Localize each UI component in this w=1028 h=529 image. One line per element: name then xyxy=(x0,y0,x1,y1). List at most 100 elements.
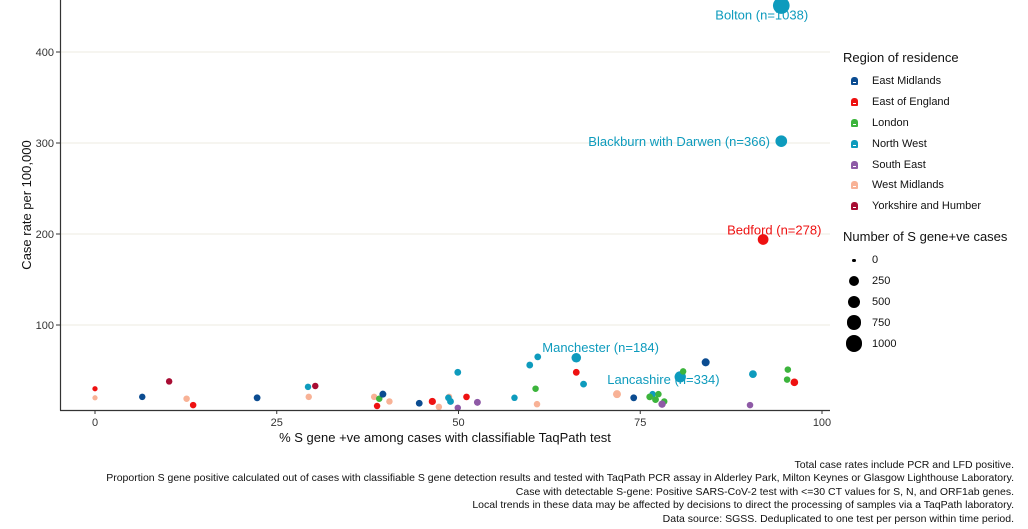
x-tick-label: 50 xyxy=(452,417,464,429)
data-point xyxy=(775,135,788,148)
data-point xyxy=(701,358,710,367)
gridlines xyxy=(60,51,830,326)
data-point xyxy=(463,393,470,401)
data-point xyxy=(189,401,197,409)
legend-item: East Midlands xyxy=(843,71,981,92)
y-ticks: 100 200 300 400 xyxy=(36,47,60,332)
size-legend-item: 500 xyxy=(843,292,1007,313)
caption-line: Proportion S gene positive calculated ou… xyxy=(106,472,1014,485)
size-key-icon xyxy=(843,258,865,262)
y-axis-title: Case rate per 100,000 xyxy=(19,140,34,269)
caption-line: Case with detectable S-gene: Positive SA… xyxy=(515,485,1014,498)
data-point xyxy=(379,390,387,398)
data-point xyxy=(580,380,587,388)
data-point xyxy=(415,399,423,407)
caption-line: Local trends in these data may be affect… xyxy=(472,499,1014,512)
size-legend-label: 750 xyxy=(872,316,891,329)
size-key-icon xyxy=(843,335,865,352)
data-point xyxy=(139,393,146,401)
caption-line: Total case rates include PCR and LFD pos… xyxy=(794,459,1014,471)
point-label: Bolton (n=1038) xyxy=(715,8,808,23)
size-legend-item: 250 xyxy=(843,271,1007,292)
data-point xyxy=(526,361,534,369)
data-points xyxy=(92,0,799,412)
data-point xyxy=(533,400,541,408)
data-point xyxy=(435,403,443,411)
data-point xyxy=(646,393,654,401)
point-label: Bedford (n=278) xyxy=(727,222,821,237)
legend-label: West Midlands xyxy=(872,179,944,192)
data-point xyxy=(571,352,582,363)
legend-key-icon xyxy=(843,118,865,127)
size-legend-item: 0 xyxy=(843,250,1007,271)
data-point xyxy=(312,382,319,390)
legend-item: South East xyxy=(843,154,981,175)
size-legend-item: 750 xyxy=(843,312,1007,333)
data-point xyxy=(253,394,261,402)
data-point xyxy=(473,398,481,406)
legend-item: London xyxy=(843,113,981,134)
data-point xyxy=(454,368,462,376)
data-point xyxy=(783,376,791,383)
legend-key-icon xyxy=(843,77,865,86)
data-point xyxy=(165,378,173,385)
legend-label: East of England xyxy=(872,96,950,109)
size-legend-item: 1000 xyxy=(843,333,1007,354)
data-point xyxy=(746,401,754,409)
data-point xyxy=(376,395,383,402)
y-tick-label: 100 xyxy=(36,320,54,332)
legend-key-icon xyxy=(843,160,865,169)
point-label: Manchester (n=184) xyxy=(542,340,659,355)
data-point xyxy=(305,393,312,401)
data-point xyxy=(655,390,662,398)
caption-line: Data source: SGSS. Deduplicated to one t… xyxy=(662,512,1014,525)
data-point xyxy=(757,234,769,245)
x-tick-label: 25 xyxy=(271,417,283,429)
legend-key-icon xyxy=(843,139,865,148)
region-legend: Region of residence East Midlands East of… xyxy=(843,50,981,217)
data-point xyxy=(511,394,518,402)
legend-label: Yorkshire and Humber xyxy=(872,200,982,213)
data-point xyxy=(304,383,312,391)
data-point xyxy=(652,396,659,404)
size-legend-label: 250 xyxy=(872,275,891,288)
data-point xyxy=(92,386,98,392)
point-label: Lancashire (n=334) xyxy=(607,372,719,387)
y-tick-label: 200 xyxy=(36,229,54,241)
size-legend-label: 500 xyxy=(872,295,891,308)
legend-item: North West xyxy=(843,133,981,154)
data-point xyxy=(679,368,687,375)
x-axis-title: % S gene +ve among cases with classifiab… xyxy=(279,430,611,445)
data-point xyxy=(92,395,98,401)
data-point xyxy=(183,395,190,402)
data-point xyxy=(658,400,666,408)
data-point xyxy=(454,404,462,412)
caption: Total case rates include PCR and LFD pos… xyxy=(106,459,1014,526)
legend-label: South East xyxy=(872,158,926,171)
legend-item: East of England xyxy=(843,92,981,113)
data-point xyxy=(572,368,580,376)
data-point xyxy=(749,370,757,379)
legend-label: East Midlands xyxy=(872,75,942,88)
size-key-icon xyxy=(843,315,865,331)
size-key-icon xyxy=(843,295,865,309)
size-legend: Number of S gene+ve cases 0 250 500 750 1000 xyxy=(843,229,1007,354)
legend-key-icon xyxy=(843,202,865,211)
legend-key-icon xyxy=(843,181,865,190)
size-legend-title: Number of S gene+ve cases xyxy=(843,229,1008,244)
data-point xyxy=(532,385,539,392)
legend-item: West Midlands xyxy=(843,175,981,196)
legend-label: North West xyxy=(872,137,927,150)
data-point xyxy=(428,397,436,406)
region-legend-title: Region of residence xyxy=(843,50,959,65)
data-point xyxy=(612,390,621,399)
legend-item: Yorkshire and Humber xyxy=(843,196,981,217)
y-tick-label: 400 xyxy=(36,47,54,59)
legend-key-icon xyxy=(843,98,865,107)
point-labels: Manchester (n=184) Lancashire (n=334) Bedf… xyxy=(542,8,821,387)
data-point xyxy=(534,353,542,361)
data-point xyxy=(630,394,638,402)
x-tick-label: 0 xyxy=(92,417,98,429)
data-point xyxy=(784,366,792,373)
point-label: Blackburn with Darwen (n=366) xyxy=(588,134,770,149)
